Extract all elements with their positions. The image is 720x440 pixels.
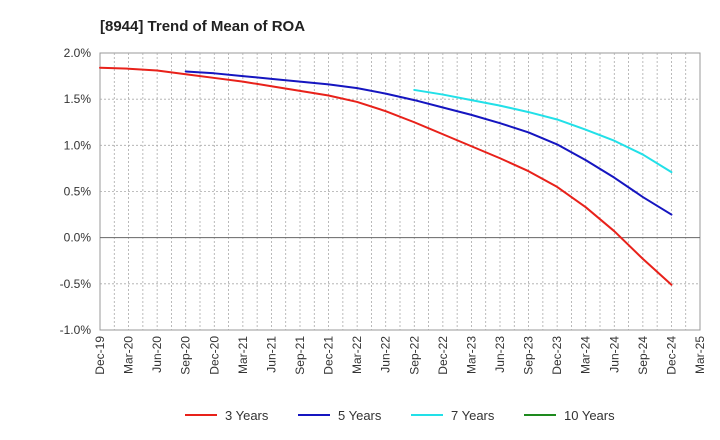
legend-label: 10 Years (564, 408, 615, 423)
x-tick-label: Dec-23 (550, 336, 564, 375)
y-tick-label: -0.5% (60, 277, 92, 291)
x-tick-label: Jun-24 (607, 336, 621, 373)
series-line-7-years (413, 88, 673, 174)
legend-label: 5 Years (338, 408, 382, 423)
x-tick-label: Jun-22 (379, 336, 393, 373)
y-tick-label: 1.5% (64, 92, 92, 106)
y-tick-label: 2.0% (64, 46, 92, 60)
x-tick-label: Dec-24 (664, 336, 678, 375)
x-tick-label: Dec-22 (436, 336, 450, 375)
gridlines (99, 52, 701, 331)
x-tick-label: Sep-21 (293, 336, 307, 375)
chart-title: [8944] Trend of Mean of ROA (100, 18, 305, 35)
x-tick-label: Jun-21 (264, 336, 278, 373)
x-tick-label: Dec-19 (93, 336, 107, 375)
y-tick-label: 0.5% (64, 185, 92, 199)
x-tick-label: Sep-23 (522, 336, 536, 375)
y-tick-label: 0.0% (64, 231, 92, 245)
legend: 3 Years 5 Years 7 Years 10 Years (185, 408, 615, 423)
legend-label: 3 Years (225, 408, 269, 423)
x-tick-label: Dec-20 (207, 336, 221, 375)
x-tick-label: Dec-21 (322, 336, 336, 375)
x-tick-label: Mar-25 (693, 336, 707, 374)
series-lines (99, 66, 673, 286)
x-tick-label: Sep-22 (407, 336, 421, 375)
series-line-3-years (99, 66, 673, 286)
x-tick-label: Sep-20 (179, 336, 193, 375)
series-line-5-years (184, 70, 673, 216)
legend-label: 7 Years (451, 408, 495, 423)
y-tick-label: -1.0% (60, 323, 92, 337)
x-tick-label: Jun-20 (150, 336, 164, 373)
x-tick-label: Mar-24 (579, 336, 593, 374)
x-tick-label: Mar-22 (350, 336, 364, 374)
x-tick-label: Jun-23 (493, 336, 507, 373)
x-axis-tick-labels: Dec-19 Mar-20 Jun-20 Sep-20 Dec-20 Mar-21 Jun-… (93, 336, 707, 375)
x-tick-label: Mar-20 (122, 336, 136, 374)
x-tick-label: Sep-24 (636, 336, 650, 375)
x-tick-label: Mar-23 (464, 336, 478, 374)
y-tick-label: 1.0% (64, 138, 92, 152)
x-tick-label: Mar-21 (236, 336, 250, 374)
y-axis-tick-labels: 2.0% 1.5% 1.0% 0.5% 0.0% -0.5% -1.0% (60, 46, 92, 337)
